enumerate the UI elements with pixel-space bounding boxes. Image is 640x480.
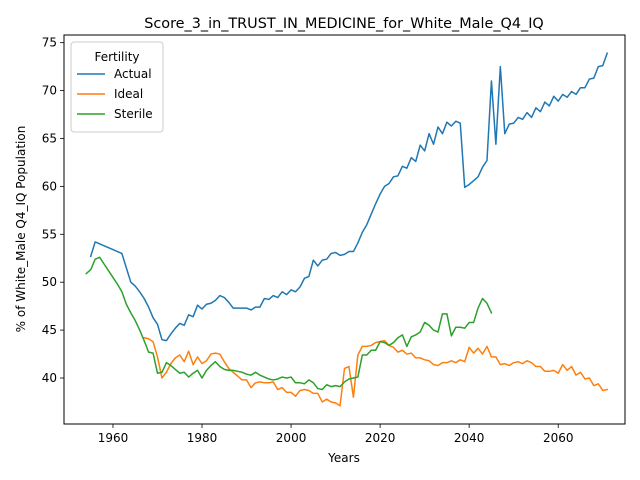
y-tick-label: 65 [42,131,57,145]
y-tick-label: 40 [42,371,57,385]
legend-title: Fertility [94,50,139,64]
y-tick-label: 60 [42,179,57,193]
legend-label-sterile: Sterile [114,107,153,121]
series-layer [85,52,609,407]
y-tick-label: 50 [42,275,57,289]
x-axis-label: Years [327,451,360,465]
y-tick-label: 75 [42,36,57,50]
x-axis: 1960 1980 2000 2020 2040 2060 [98,424,574,445]
legend-box [70,41,164,133]
x-tick-label: 2000 [276,431,307,445]
y-tick-label: 70 [42,84,57,98]
legend-label-ideal: Ideal [114,87,143,101]
legend-items: Actual Ideal Sterile [77,67,153,121]
y-axis: 40 45 50 55 60 65 70 75 [42,36,64,385]
series-line-actual [89,52,609,342]
x-tick-label: 2040 [454,431,485,445]
plot-frame [63,34,626,425]
y-axis-label: % of White_Male Q4_IQ Population [14,126,28,333]
x-tick-label: 2060 [543,431,574,445]
series-line-sterile [85,256,493,391]
y-tick-label: 45 [42,323,57,337]
series-line-ideal [143,336,609,407]
x-tick-label: 1980 [187,431,218,445]
x-tick-label: 1960 [98,431,129,445]
legend-label-actual: Actual [114,67,152,81]
legend: Fertility Actual Ideal Sterile [70,41,164,133]
plot-area: 1960 1980 2000 2020 2040 2060 40 45 50 55 60 65 70 7… [42,34,626,445]
chart-title: Score_3_in_TRUST_IN_MEDICINE_for_White_M… [144,16,544,32]
x-tick-label: 2020 [365,431,396,445]
y-tick-label: 55 [42,227,57,241]
